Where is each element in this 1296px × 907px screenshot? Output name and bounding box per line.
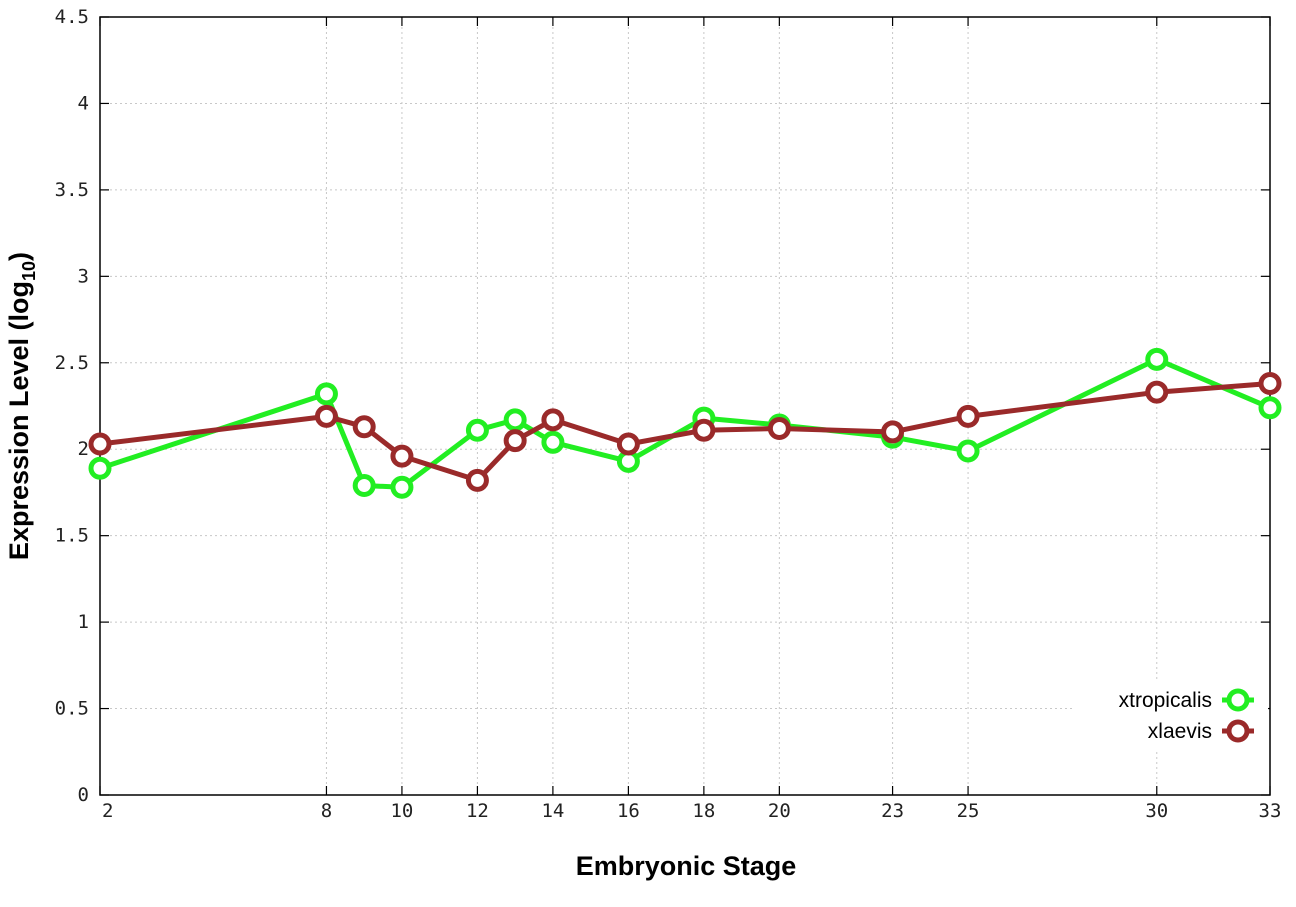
data-point-xtropicalis — [390, 475, 414, 499]
y-tick-label: 4.5 — [55, 6, 89, 28]
series-layer — [88, 347, 1282, 499]
x-tick-labels: 2 8 10 12 14 16 18 20 23 25 30 33 — [102, 800, 1281, 822]
y-tick-label: 4 — [78, 92, 89, 114]
x-tick-label: 14 — [541, 800, 564, 822]
data-point-xlaevis — [956, 404, 980, 428]
data-point-xlaevis — [314, 404, 338, 428]
data-point-xtropicalis — [1145, 347, 1169, 371]
data-point-xlaevis — [1145, 380, 1169, 404]
series-xlaevis — [88, 372, 1282, 492]
x-tick-label: 25 — [957, 800, 980, 822]
x-tick-label: 12 — [466, 800, 489, 822]
data-point-xlaevis — [465, 468, 489, 492]
data-point-xlaevis — [352, 415, 376, 439]
data-point-xtropicalis — [1258, 396, 1282, 420]
y-tick-label: 0.5 — [55, 698, 89, 720]
data-point-xlaevis — [692, 418, 716, 442]
grid — [100, 17, 1270, 795]
data-point-xtropicalis — [352, 474, 376, 498]
series-line-xlaevis — [99, 381, 1271, 483]
y-tick-label: 1.5 — [55, 525, 89, 547]
legend-marker-xtropicalis — [1226, 688, 1250, 712]
data-point-xlaevis — [1258, 372, 1282, 396]
tick-marks — [99, 16, 1271, 796]
y-tick-label: 2.5 — [55, 352, 89, 374]
x-tick-label: 16 — [617, 800, 640, 822]
data-point-xlaevis — [541, 408, 565, 432]
data-point-xtropicalis — [88, 456, 112, 480]
y-axis-title-close: ) — [4, 252, 34, 261]
legend: xtropicalis xlaevis — [1072, 682, 1268, 750]
x-tick-label: 8 — [321, 800, 332, 822]
plot-frame — [99, 16, 1271, 796]
y-tick-label: 3.5 — [55, 179, 89, 201]
data-point-xtropicalis — [314, 382, 338, 406]
data-point-xlaevis — [390, 444, 414, 468]
x-tick-label: 10 — [390, 800, 413, 822]
data-point-xtropicalis — [956, 439, 980, 463]
legend-marker-xlaevis — [1226, 719, 1250, 743]
y-axis-title: Expression Level (log10) — [4, 252, 39, 560]
data-point-xtropicalis — [503, 408, 527, 432]
x-tick-label: 23 — [881, 800, 904, 822]
y-tick-label: 0 — [78, 784, 89, 806]
data-point-xlaevis — [881, 420, 905, 444]
data-point-xtropicalis — [465, 418, 489, 442]
legend-label-xlaevis: xlaevis — [1148, 720, 1212, 743]
data-point-xlaevis — [767, 416, 791, 440]
x-axis-title: Embryonic Stage — [576, 851, 797, 881]
y-axis-title-sub: 10 — [19, 261, 39, 281]
y-tick-label: 1 — [78, 611, 89, 633]
x-tick-label: 33 — [1259, 800, 1282, 822]
data-point-xlaevis — [503, 429, 527, 453]
y-axis-title-main: Expression Level (log — [4, 281, 34, 560]
data-point-xlaevis — [616, 432, 640, 456]
legend-label-xtropicalis: xtropicalis — [1119, 689, 1212, 712]
x-tick-label: 2 — [102, 800, 113, 822]
y-tick-label: 3 — [78, 265, 89, 287]
data-point-xtropicalis — [541, 430, 565, 454]
x-tick-label: 18 — [692, 800, 715, 822]
x-tick-label: 30 — [1145, 800, 1168, 822]
y-tick-labels: 0 0.5 1 1.5 2 2.5 3 3.5 4 4.5 — [55, 6, 89, 806]
x-tick-label: 20 — [768, 800, 791, 822]
data-point-xlaevis — [88, 432, 112, 456]
y-tick-label: 2 — [78, 438, 89, 460]
